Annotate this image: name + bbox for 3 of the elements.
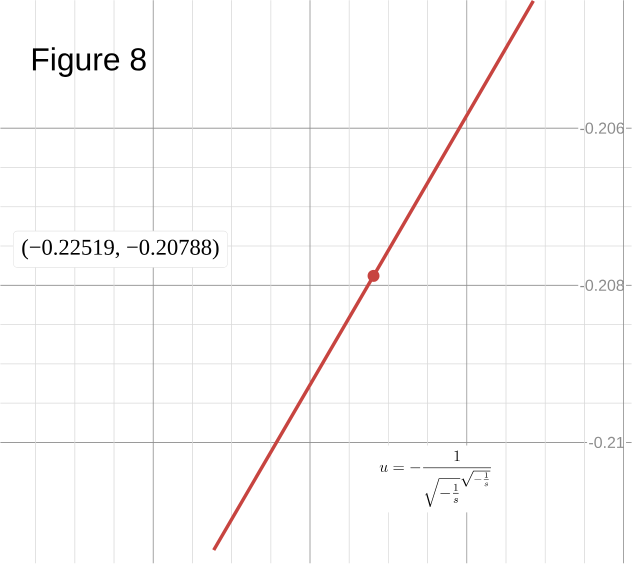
annotation: $u=-\frac{1}{\sqrt{-\frac{1}{s}}^{\sqrt{-\frac{1}{s}}}}$ [380, 450, 491, 508]
annotation: (−0.22519, −0.20788) [22, 239, 219, 260]
text: Figure 8 [32, 47, 146, 78]
